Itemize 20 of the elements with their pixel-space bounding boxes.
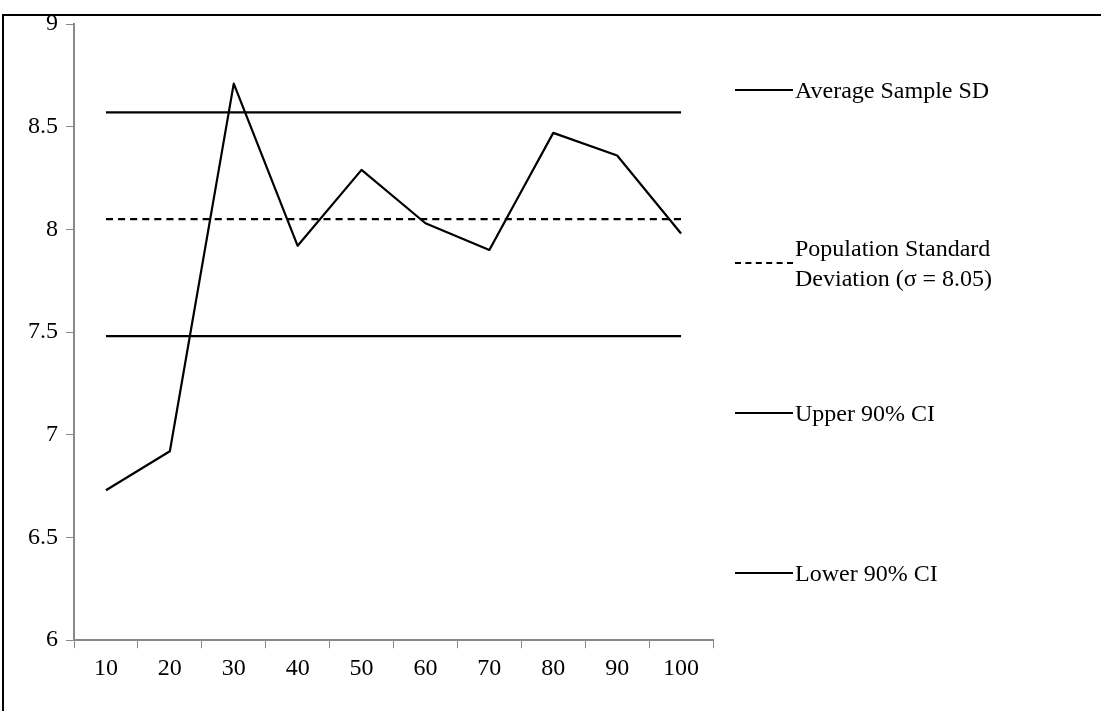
x-tick-label: 100 (663, 653, 700, 680)
x-tick-label: 50 (349, 653, 374, 680)
y-tick-label: 6.5 (28, 522, 58, 549)
legend-label: Upper 90% CI (795, 399, 936, 428)
x-tick-label: 60 (413, 653, 438, 680)
legend-label: Population Standard Deviation (σ = 8.05) (795, 234, 994, 293)
x-tick-label: 90 (605, 653, 630, 680)
x-tick-label: 10 (93, 653, 118, 680)
legend-label: Average Sample SD (795, 76, 991, 105)
y-tick-label: 8 (46, 214, 58, 241)
y-tick-label: 6 (46, 625, 58, 652)
y-tick-label: 8.5 (28, 112, 58, 138)
y-tick-label: 7.5 (28, 317, 58, 344)
x-tick-label: 80 (541, 653, 566, 680)
x-tick-label: 70 (477, 653, 502, 680)
y-tick-label: 7 (46, 420, 58, 447)
legend-label: Lower 90% CI (795, 559, 939, 588)
x-tick-label: 20 (157, 653, 182, 680)
x-tick-label: 30 (221, 653, 246, 680)
x-tick-label: 40 (285, 653, 310, 680)
